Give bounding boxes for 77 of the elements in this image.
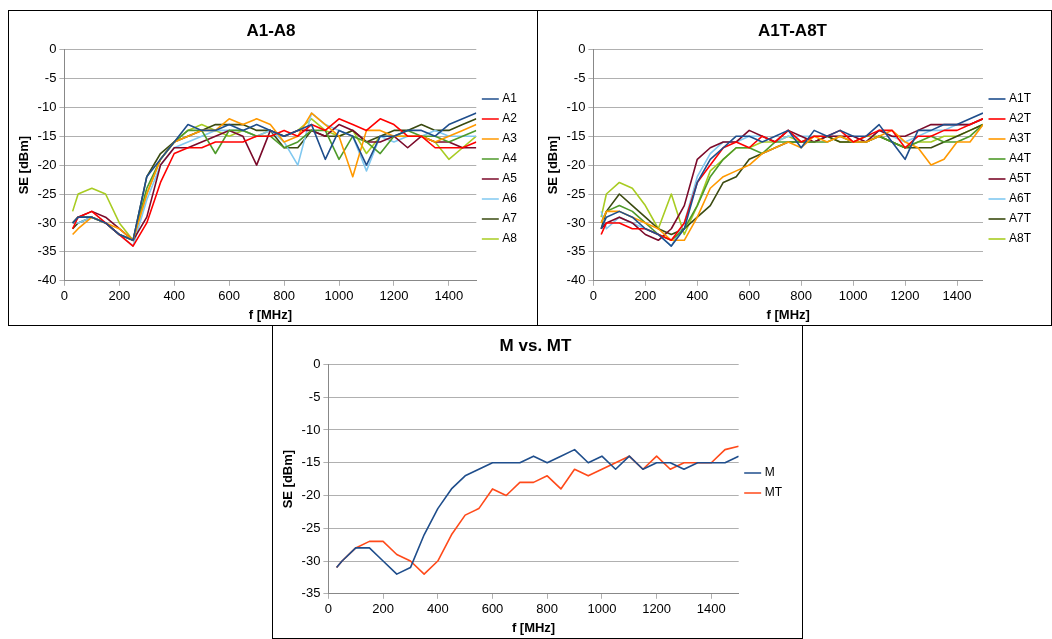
x-tick-label: 1000: [324, 288, 354, 304]
y-tick-label: -10: [37, 98, 57, 114]
x-tick-label: 600: [481, 601, 504, 617]
legend-label: MT: [764, 485, 783, 500]
x-tick-label: 200: [108, 288, 131, 304]
x-tick-label: 0: [60, 288, 69, 304]
legend-label: M: [764, 465, 775, 480]
legend-label: A8T: [1008, 231, 1032, 246]
legend-label: A3: [502, 131, 518, 146]
legend-label: A5: [502, 171, 518, 186]
x-tick-label: 1200: [379, 288, 409, 304]
y-axis-title: SE [dBm]: [280, 449, 296, 509]
x-tick-label: 800: [536, 601, 559, 617]
y-tick-label: 0: [49, 40, 57, 56]
y-tick-label: -25: [566, 185, 586, 201]
x-tick-label: 400: [686, 288, 709, 304]
y-tick-label: 0: [313, 355, 321, 371]
y-tick-label: -5: [573, 69, 586, 85]
legend-label: A6T: [1008, 191, 1032, 206]
x-tick-label: 0: [324, 601, 333, 617]
legend-label: A1T: [1008, 91, 1032, 106]
y-tick-label: -15: [566, 127, 586, 143]
legend-label: A7T: [1008, 211, 1032, 226]
y-tick-label: -30: [301, 552, 321, 568]
chart-title: A1T-A8T: [758, 20, 828, 40]
x-tick-label: 1400: [696, 601, 726, 617]
legend-label: A1: [502, 91, 518, 106]
legend-label: A4T: [1008, 151, 1032, 166]
y-tick-label: -35: [301, 585, 321, 601]
x-axis-title: f [MHz]: [248, 306, 293, 322]
x-tick-label: 1000: [587, 601, 617, 617]
legend-label: A6: [502, 191, 518, 206]
x-tick-label: 600: [738, 288, 761, 304]
x-axis-title: f [MHz]: [511, 619, 556, 635]
x-tick-label: 400: [426, 601, 449, 617]
legend-label: A2T: [1008, 111, 1032, 126]
y-tick-label: -5: [44, 69, 57, 85]
y-tick-label: -20: [37, 156, 57, 172]
x-tick-label: 400: [163, 288, 186, 304]
x-tick-label: 800: [273, 288, 295, 304]
chart-title: A1-A8: [246, 20, 296, 40]
legend-label: A2: [502, 111, 518, 126]
legend-label: A3T: [1008, 131, 1032, 146]
y-tick-label: -20: [301, 487, 321, 503]
x-tick-label: 1400: [942, 288, 972, 304]
y-tick-label: -10: [566, 98, 586, 114]
legend-label: A5T: [1008, 171, 1032, 186]
y-tick-label: -30: [37, 214, 57, 230]
y-tick-label: -40: [566, 272, 586, 288]
chart-title: M vs. MT: [499, 335, 572, 355]
x-tick-label: 1200: [642, 601, 672, 617]
legend-label: A7: [502, 211, 518, 226]
y-tick-label: -30: [566, 214, 586, 230]
y-axis-title: SE [dBm]: [16, 135, 32, 195]
y-tick-label: -5: [308, 388, 321, 404]
x-tick-label: 800: [790, 288, 813, 304]
x-tick-label: 200: [634, 288, 657, 304]
x-tick-label: 600: [218, 288, 241, 304]
y-tick-label: -10: [301, 421, 321, 437]
y-tick-label: -35: [566, 243, 586, 259]
y-tick-label: 0: [578, 40, 586, 56]
x-tick-label: 1000: [838, 288, 868, 304]
x-tick-label: 200: [372, 601, 394, 617]
y-axis-title: SE [dBm]: [545, 135, 561, 195]
x-tick-label: 1400: [434, 288, 464, 304]
y-tick-label: -35: [37, 243, 57, 259]
y-tick-label: -40: [37, 272, 57, 288]
legend-label: A8: [502, 231, 518, 246]
x-tick-label: 0: [589, 288, 598, 304]
y-tick-label: -25: [37, 185, 57, 201]
y-tick-label: -20: [566, 156, 586, 172]
x-axis-title: f [MHz]: [766, 306, 810, 322]
x-tick-label: 1200: [890, 288, 920, 304]
y-tick-label: -25: [301, 519, 321, 535]
y-tick-label: -15: [301, 454, 321, 470]
y-tick-label: -15: [37, 127, 57, 143]
legend-label: A4: [502, 151, 518, 166]
